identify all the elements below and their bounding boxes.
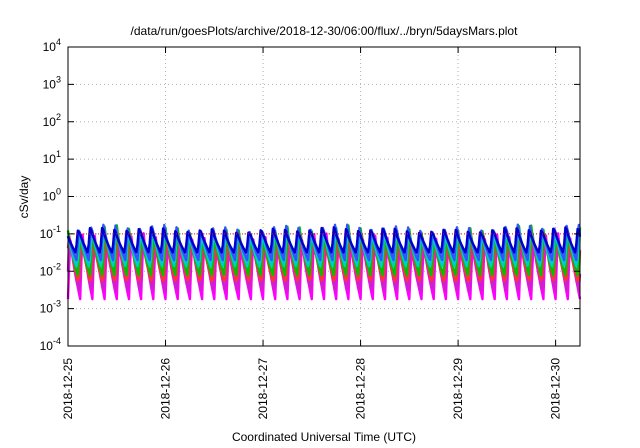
series-line	[66, 232, 582, 301]
x-tick-label: 2018-12-27	[256, 358, 270, 420]
x-tick-label: 2018-12-30	[549, 358, 563, 420]
x-tick-label: 2018-12-29	[451, 358, 465, 420]
y-tick-label: 104	[43, 37, 61, 54]
y-tick-label: 102	[43, 112, 61, 129]
series-layer	[66, 223, 582, 301]
x-axis-label: Coordinated Universal Time (UTC)	[232, 430, 416, 444]
y-axis: 10-4 10-3 10-2 10-1 100 101 102 103 104	[40, 37, 580, 353]
grid-layer	[68, 47, 580, 346]
x-tick-label: 2018-12-26	[159, 358, 173, 420]
y-tick-label: 101	[43, 149, 61, 166]
y-tick-label: 10-4	[40, 336, 61, 353]
y-tick-label: 10-1	[40, 224, 61, 241]
x-axis: 2018-12-25 2018-12-26 2018-12-27 2018-12-28…	[61, 47, 563, 419]
chart-title: /data/run/goesPlots/archive/2018-12-30/0…	[131, 24, 519, 38]
x-tick-label: 2018-12-25	[61, 358, 75, 420]
y-tick-label: 100	[43, 187, 61, 204]
x-tick-label: 2018-12-28	[354, 358, 368, 420]
y-tick-label: 10-3	[40, 299, 61, 316]
y-tick-label: 10-2	[40, 261, 61, 278]
y-axis-label: cSv/day	[17, 176, 31, 219]
y-tick-label: 103	[43, 74, 61, 91]
